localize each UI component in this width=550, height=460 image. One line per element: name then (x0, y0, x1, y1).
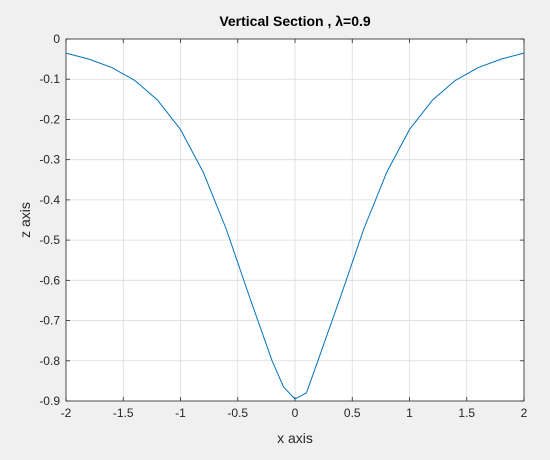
x-tick-label: 1.5 (458, 406, 475, 420)
x-tick-label: 2 (521, 406, 528, 420)
y-tick-label: -0.6 (39, 273, 60, 287)
y-tick-label: -0.2 (39, 112, 60, 126)
x-tick-label: 0.5 (344, 406, 361, 420)
y-tick-label: -0.3 (39, 153, 60, 167)
x-tick-label: -0.5 (227, 406, 248, 420)
y-tick-label: 0 (53, 32, 60, 46)
y-tick-label: -0.8 (39, 354, 60, 368)
series-line-0 (65, 52, 525, 400)
x-tick-label: 1 (406, 406, 413, 420)
x-tick-label: -1.5 (113, 406, 134, 420)
x-tick-label: -2 (61, 406, 72, 420)
y-tick-label: -0.5 (39, 233, 60, 247)
y-tick-label: -0.4 (39, 193, 60, 207)
chart-title: Vertical Section , λ=0.9 (219, 13, 371, 29)
x-tick-label: 0 (292, 406, 299, 420)
x-axis-label: x axis (277, 430, 313, 446)
x-tick-label: -1 (175, 406, 186, 420)
y-tick-label: -0.7 (39, 314, 60, 328)
ticks: -2 -1.5 -1 -0.5 0 0.5 1 1.5 2 0 -0.1 -0.2 -0.3 -0.4 -0… (39, 32, 527, 420)
series-layer (65, 52, 525, 400)
y-tick-label: -0.9 (39, 394, 60, 408)
y-axis-label: z axis (17, 202, 33, 238)
y-tick-label: -0.1 (39, 72, 60, 86)
